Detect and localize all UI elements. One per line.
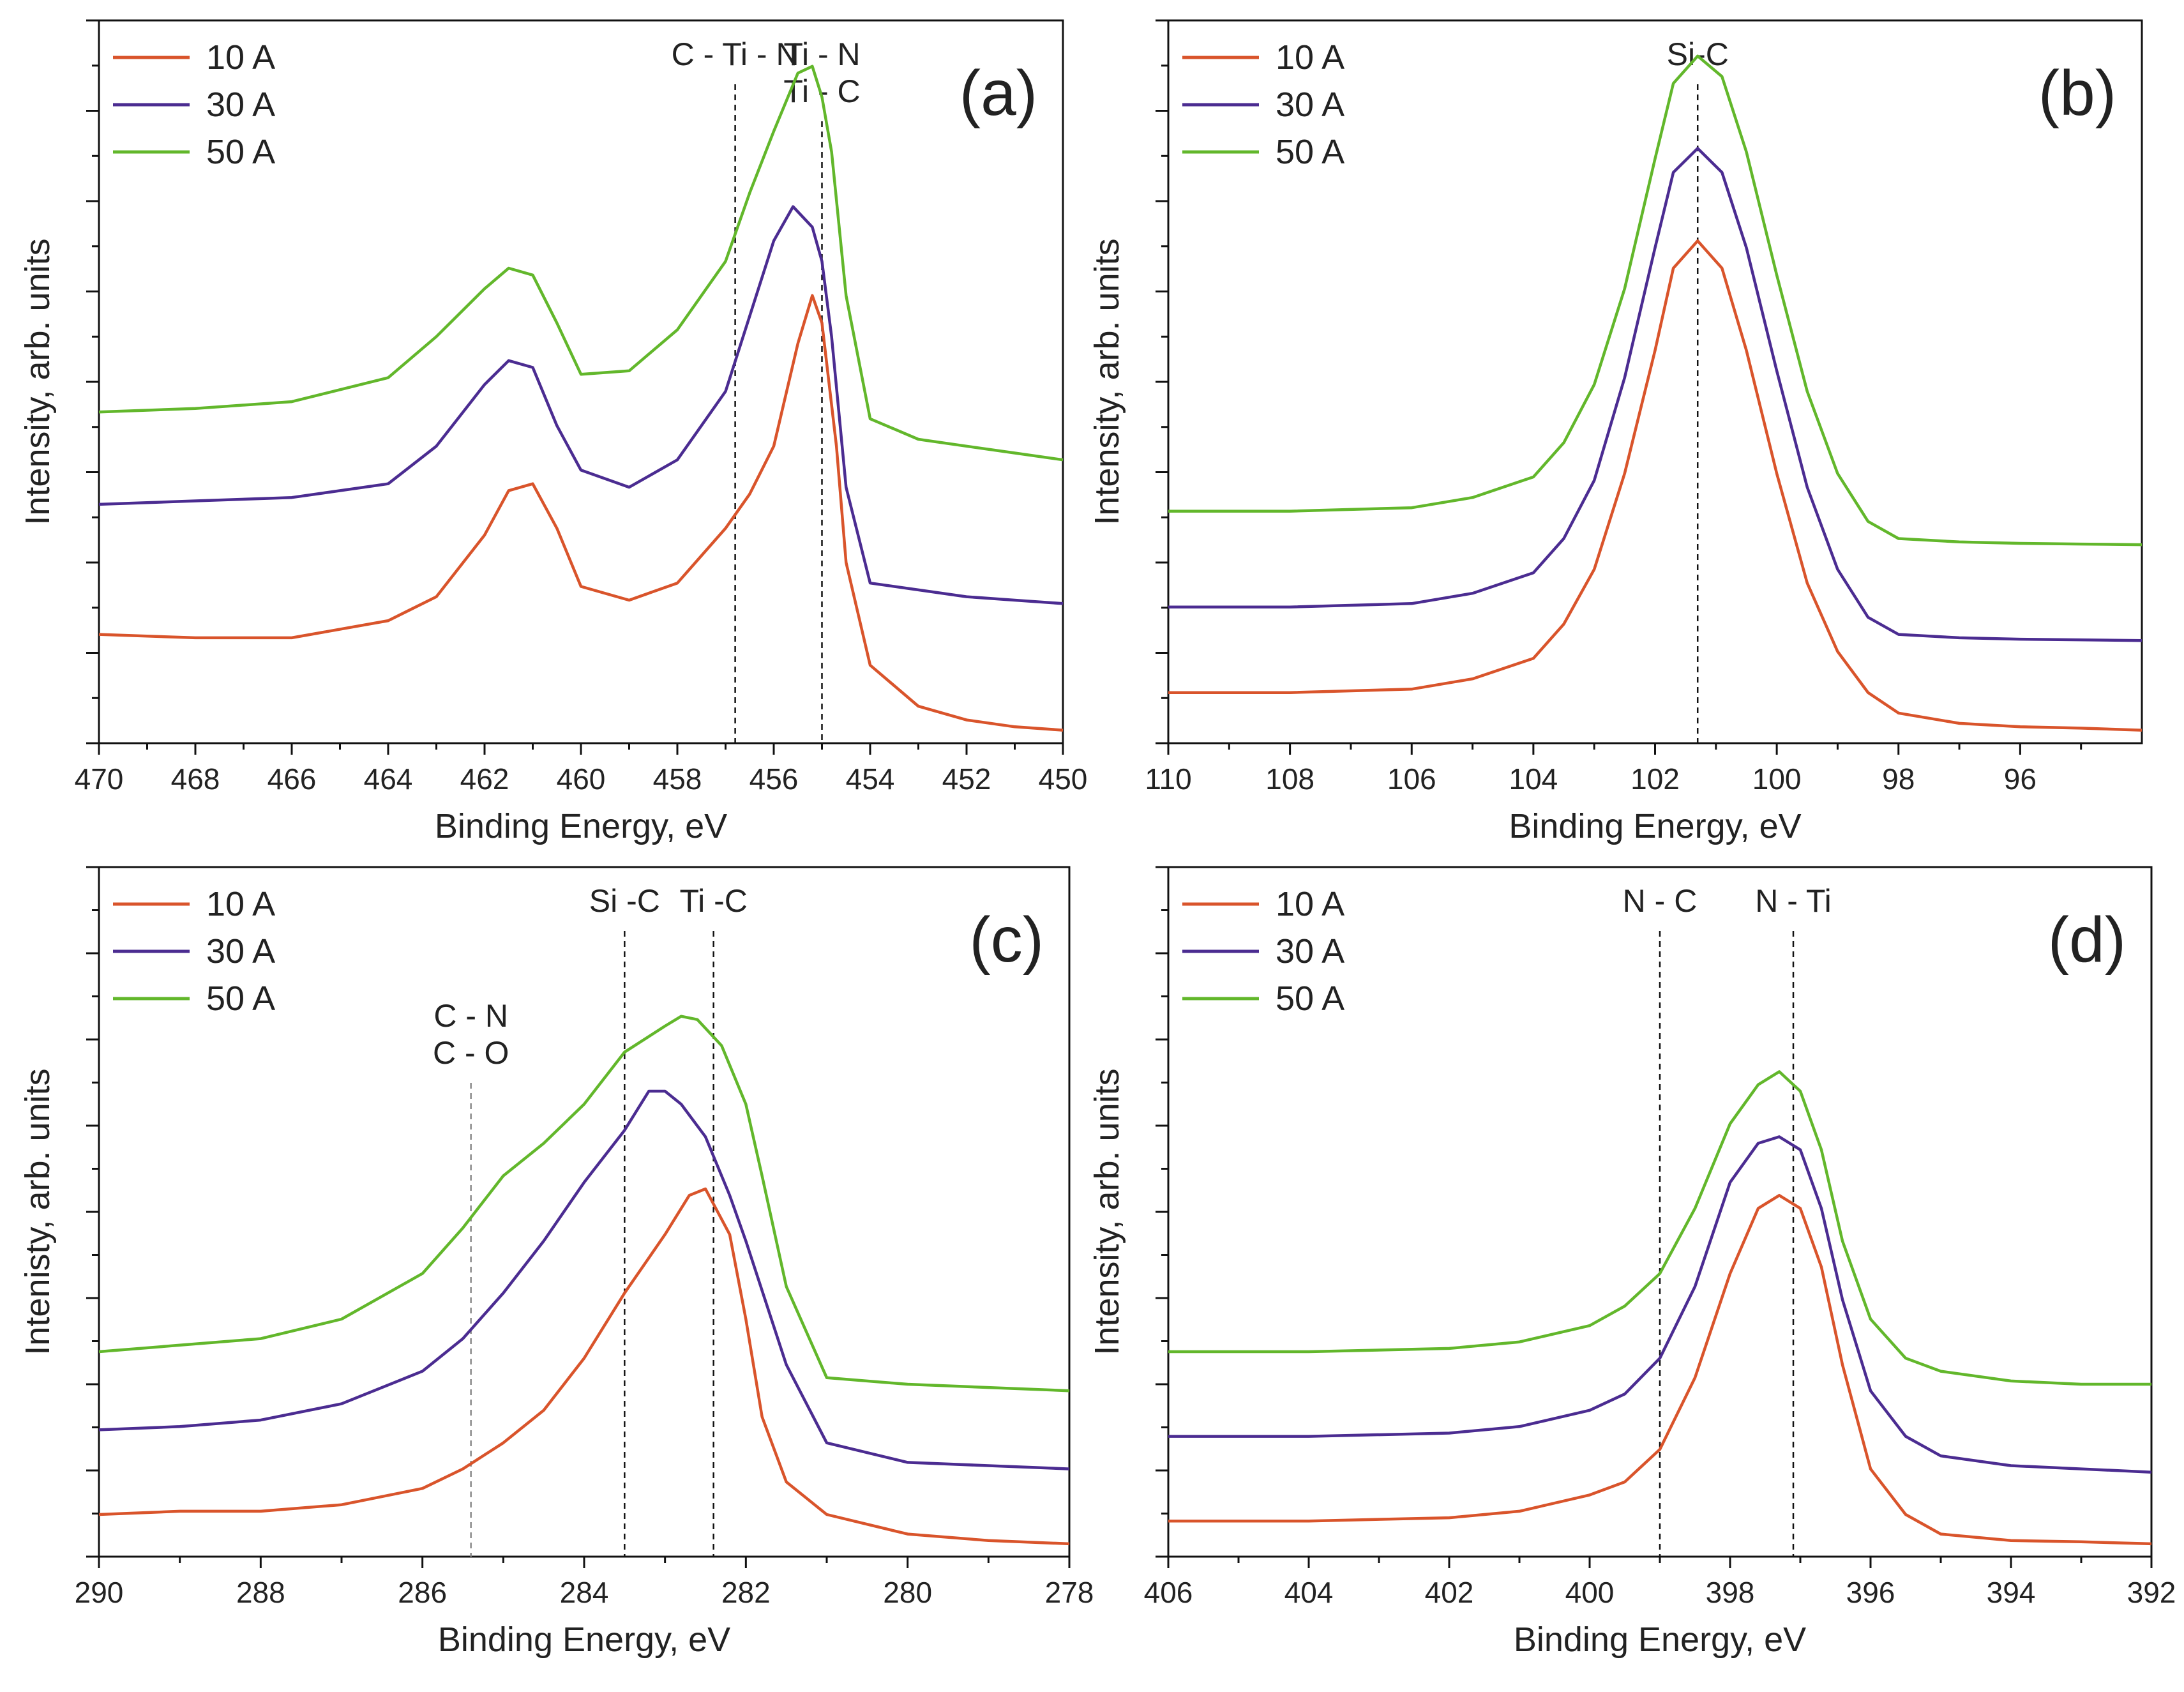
x-tick-label: 290 <box>75 1576 124 1609</box>
panel-label: (d) <box>2048 904 2126 976</box>
x-tick-label: 110 <box>1145 762 1191 796</box>
y-axis-title: Intenisty, arb. units <box>19 1068 57 1355</box>
x-tick-label: 456 <box>749 762 799 796</box>
x-tick-label: 450 <box>1039 762 1088 796</box>
x-tick-label: 398 <box>1706 1576 1755 1609</box>
x-tick-label: 392 <box>2127 1576 2176 1609</box>
legend-label-10-a: 10 A <box>206 885 275 923</box>
series-line-30-a <box>98 1089 1070 1470</box>
panel-c: 290 288 286 284 282 280 278 Binding Energy, eV I… <box>19 866 1094 1659</box>
peak-label-c-ti-n: C - Ti - N <box>672 36 799 72</box>
plot-frame <box>98 19 1064 744</box>
x-tick-label: 286 <box>398 1576 447 1609</box>
peak-label-c-o: C - O <box>433 1035 509 1071</box>
legend-label-30-a: 30 A <box>1276 86 1344 124</box>
legend-label-30-a: 30 A <box>206 86 275 124</box>
x-tick-label: 402 <box>1425 1576 1474 1609</box>
x-tick-label: 288 <box>236 1576 285 1609</box>
x-tick-label: 98 <box>1882 762 1915 796</box>
x-axis-title: Binding Energy, eV <box>438 1620 730 1659</box>
x-tick-label: 108 <box>1265 762 1314 796</box>
series-line-30-a <box>98 205 1064 605</box>
panel-b: 110 108 106 104 102 100 98 96 Binding Energy, eV… <box>1088 19 2143 845</box>
x-tick-label: 100 <box>1752 762 1802 796</box>
x-tick-label: 458 <box>653 762 702 796</box>
x-axis-title: Binding Energy, eV <box>1509 807 1801 845</box>
panel-label: (b) <box>2038 57 2116 129</box>
series-line-10-a <box>1168 1193 2152 1546</box>
series-line-30-a <box>1168 147 2143 642</box>
peak-label-n-c: N - C <box>1623 883 1698 919</box>
series-line-50-a <box>1168 54 2143 547</box>
x-axis-title: Binding Energy, eV <box>1514 1620 1806 1659</box>
x-tick-label: 404 <box>1284 1576 1334 1609</box>
x-tick-label: 466 <box>267 762 317 796</box>
peak-label-si-c: Si -C <box>589 883 660 919</box>
x-tick-label: 452 <box>942 762 991 796</box>
legend-label-10-a: 10 A <box>1276 38 1344 77</box>
legend-label-50-a: 50 A <box>1276 133 1344 171</box>
series-line-10-a <box>98 1187 1070 1546</box>
x-tick-label: 454 <box>846 762 895 796</box>
x-tick-label: 470 <box>75 762 124 796</box>
series-line-50-a <box>98 1015 1070 1393</box>
x-tick-label: 396 <box>1846 1576 1895 1609</box>
x-tick-label: 462 <box>460 762 509 796</box>
y-axis-title: Intensity, arb. units <box>19 238 57 525</box>
x-tick-label: 406 <box>1144 1576 1193 1609</box>
x-tick-label: 280 <box>883 1576 932 1609</box>
x-tick-label: 468 <box>171 762 220 796</box>
x-tick-label: 460 <box>557 762 606 796</box>
peak-label-n-ti: N - Ti <box>1755 883 1831 919</box>
legend-label-50-a: 50 A <box>206 979 275 1018</box>
series-line-30-a <box>1168 1135 2152 1474</box>
x-tick-label: 106 <box>1387 762 1436 796</box>
peak-label-si-c: Si-C <box>1667 36 1729 72</box>
panel-label: (a) <box>960 57 1037 129</box>
plot-frame <box>98 866 1071 1558</box>
x-tick-label: 278 <box>1045 1576 1094 1609</box>
peak-label-ti-c: Ti -C <box>679 883 747 919</box>
peak-label-c-n: C - N <box>433 998 508 1034</box>
y-axis-title: Intensity, arb. units <box>1088 1068 1126 1355</box>
series-line-50-a <box>98 64 1064 462</box>
x-tick-label: 102 <box>1630 762 1680 796</box>
legend-label-50-a: 50 A <box>206 133 275 171</box>
x-tick-label: 282 <box>721 1576 771 1609</box>
x-tick-label: 284 <box>560 1576 609 1609</box>
y-axis-title: Intensity, arb. units <box>1088 238 1126 525</box>
legend-label-10-a: 10 A <box>1276 885 1344 923</box>
series-line-10-a <box>1168 239 2143 732</box>
legend-label-30-a: 30 A <box>206 932 275 971</box>
peak-label-ti-n: Ti - N <box>783 36 860 72</box>
series-line-10-a <box>98 294 1064 732</box>
panel-a: 470 468 466 464 462 460 458 456 454 452 450 Binding… <box>19 19 1088 845</box>
panel-label: (c) <box>969 904 1044 976</box>
x-tick-label: 400 <box>1565 1576 1615 1609</box>
plot-frame <box>1167 19 2143 744</box>
legend-label-50-a: 50 A <box>1276 979 1344 1018</box>
x-tick-label: 394 <box>1987 1576 2036 1609</box>
x-tick-label: 464 <box>364 762 413 796</box>
legend-label-10-a: 10 A <box>206 38 275 77</box>
panel-d: 406 404 402 400 398 396 394 392 Binding Energy, … <box>1088 866 2176 1659</box>
x-tick-label: 96 <box>2004 762 2037 796</box>
series-line-50-a <box>1168 1070 2151 1386</box>
x-tick-label: 104 <box>1509 762 1558 796</box>
legend-label-30-a: 30 A <box>1276 932 1344 971</box>
x-axis-title: Binding Energy, eV <box>435 807 727 845</box>
